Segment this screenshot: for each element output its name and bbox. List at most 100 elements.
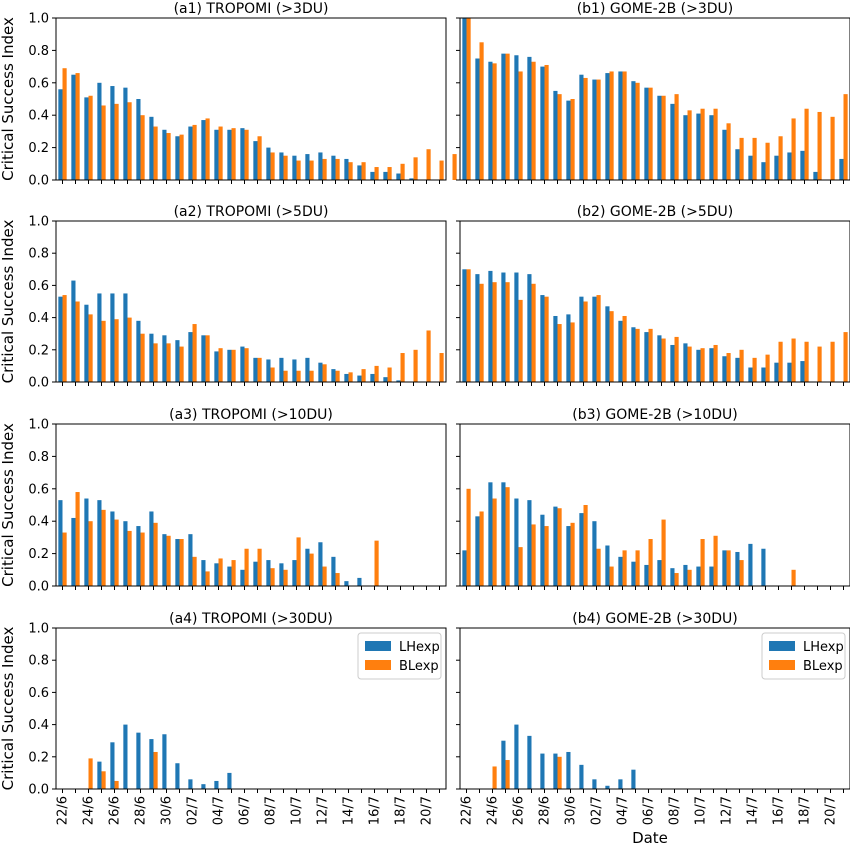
- bar-blexp: [179, 346, 184, 382]
- bar-blexp: [88, 314, 93, 382]
- bar-blexp: [75, 492, 80, 586]
- bar-lhexp: [344, 581, 349, 586]
- bar-blexp: [296, 370, 301, 382]
- x-axis: 22/6 24/6 26/6 28/6 30/6 02/7 04/7 06/7 08/7 10/7…: [460, 789, 844, 825]
- bar-blexp: [75, 73, 80, 180]
- legend-label-blexp: BLexp: [399, 659, 439, 674]
- bar-lhexp: [800, 150, 805, 180]
- panel-title: (a1) TROPOMI (>3DU): [174, 1, 329, 17]
- y-tick-label: 0.8: [28, 44, 49, 59]
- bar-lhexp: [396, 173, 401, 180]
- bar-blexp: [166, 343, 171, 382]
- x-tick-label: 06/7: [642, 796, 657, 825]
- bar-lhexp: [527, 735, 532, 789]
- bar-blexp: [283, 370, 288, 382]
- bar-lhexp: [514, 498, 519, 586]
- bar-lhexp: [566, 751, 571, 789]
- x-tick-label: 02/7: [186, 796, 201, 825]
- bar-lhexp: [292, 155, 297, 180]
- bar-blexp: [622, 315, 627, 382]
- bar-lhexp: [592, 779, 597, 789]
- bar-blexp: [661, 95, 666, 180]
- bar-lhexp: [475, 58, 480, 180]
- x-tick-label: 06/7: [238, 796, 253, 825]
- x-tick-label: 08/7: [264, 796, 279, 825]
- legend-swatch-lhexp: [769, 641, 795, 651]
- x-axis: [62, 382, 440, 386]
- bar-lhexp: [318, 542, 323, 586]
- bar-blexp: [596, 79, 601, 180]
- bar-blexp: [114, 780, 119, 789]
- bar-blexp: [752, 357, 757, 382]
- x-tick-label: 12/7: [720, 796, 735, 825]
- bar-lhexp: [253, 141, 258, 180]
- x-tick-label: 14/7: [746, 796, 761, 825]
- bar-lhexp: [84, 498, 89, 586]
- bar-blexp: [635, 82, 640, 180]
- y-axis: [456, 17, 460, 181]
- bar-lhexp: [136, 732, 141, 789]
- bar-blexp: [622, 550, 627, 586]
- bar-lhexp: [175, 763, 180, 789]
- bar-lhexp: [800, 361, 805, 382]
- bar-lhexp: [501, 740, 506, 789]
- bar-lhexp: [149, 739, 154, 789]
- bar-blexp: [374, 167, 379, 180]
- bar-blexp: [726, 123, 731, 180]
- legend-swatch-blexp: [365, 660, 391, 670]
- x-axis: [466, 586, 844, 590]
- bar-lhexp: [605, 545, 610, 586]
- bar-blexp: [531, 283, 536, 382]
- axes-frame: [459, 17, 850, 181]
- bar-blexp: [283, 569, 288, 586]
- bar-lhexp: [292, 560, 297, 586]
- bar-lhexp: [344, 373, 349, 382]
- bar-blexp: [374, 365, 379, 382]
- bar-lhexp: [748, 155, 753, 180]
- bar-blexp: [752, 137, 757, 180]
- bar-blexp: [609, 71, 614, 180]
- bar-lhexp: [175, 136, 180, 180]
- bar-lhexp: [605, 306, 610, 382]
- bars: [492, 724, 636, 789]
- bars: [58, 492, 379, 586]
- bar-blexp: [648, 539, 653, 586]
- bar-lhexp: [787, 152, 792, 180]
- bar-blexp: [557, 94, 562, 180]
- bar-lhexp: [605, 785, 610, 789]
- bar-blexp: [492, 766, 497, 789]
- bar-lhexp: [618, 71, 623, 180]
- bar-lhexp: [631, 81, 636, 180]
- bar-lhexp: [214, 780, 219, 789]
- bar-lhexp: [71, 280, 76, 382]
- bar-blexp: [257, 136, 262, 180]
- bar-blexp: [62, 68, 67, 180]
- bar-lhexp: [696, 349, 701, 382]
- bar-blexp: [218, 348, 223, 382]
- bar-lhexp: [279, 563, 284, 586]
- bar-lhexp: [292, 359, 297, 382]
- bar-lhexp: [97, 82, 102, 180]
- bar-blexp: [231, 349, 236, 382]
- bar-blexp: [309, 370, 314, 382]
- bar-lhexp: [370, 373, 375, 382]
- bar-lhexp: [462, 18, 467, 180]
- x-tick-label: 04/7: [212, 796, 227, 825]
- legend-label-lhexp: LHexp: [803, 640, 844, 655]
- bar-lhexp: [774, 155, 779, 180]
- bar-lhexp: [696, 113, 701, 180]
- bar-blexp: [88, 758, 93, 789]
- bar-lhexp: [383, 377, 388, 382]
- chart-panel-7: (a4) TROPOMI (>30DU) 0.0 0.2 0.4 0.6 0.8 1.0 22…: [0, 611, 447, 825]
- bar-blexp: [466, 269, 471, 382]
- bar-lhexp: [279, 357, 284, 382]
- bar-blexp: [505, 760, 510, 789]
- x-tick-label: 20/7: [420, 796, 435, 825]
- bar-lhexp: [618, 556, 623, 586]
- chart-panel-8: (b4) GOME-2B (>30DU) 22/6 24/6 26/6 28/6 30/6…: [456, 611, 850, 825]
- bar-blexp: [335, 573, 340, 586]
- bar-blexp: [518, 299, 523, 382]
- panel-title: (b2) GOME-2B (>5DU): [577, 204, 734, 220]
- bar-lhexp: [592, 296, 597, 382]
- bar-blexp: [400, 353, 405, 382]
